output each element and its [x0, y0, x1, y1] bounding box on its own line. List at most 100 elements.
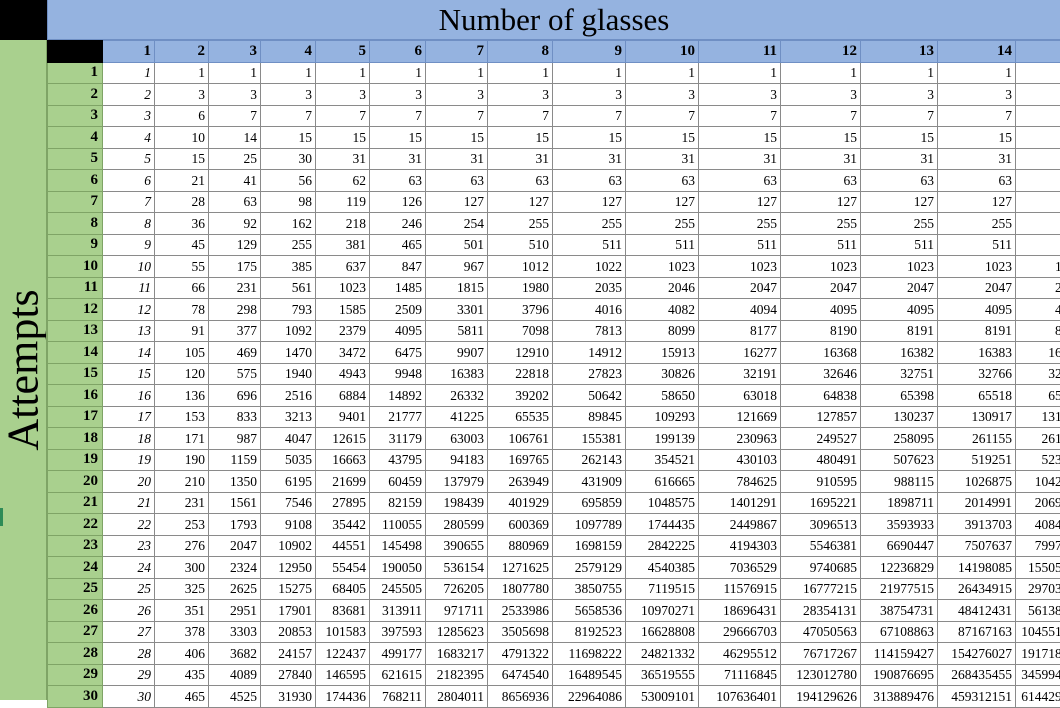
table-cell: 2035 — [553, 277, 626, 299]
table-cell: 169765 — [488, 449, 553, 471]
row-header-4: 4 — [48, 127, 103, 149]
table-cell: 10 — [155, 127, 209, 149]
table-cell: 1023 — [1016, 256, 1060, 278]
table-cell: 31 — [488, 148, 553, 170]
table-cell: 261155 — [938, 428, 1016, 450]
table-cell: 967 — [426, 256, 488, 278]
table-cell: 2804011 — [426, 686, 488, 708]
table-cell: 3593933 — [861, 514, 938, 536]
table-cell: 60459 — [370, 471, 426, 493]
table-cell: 1092 — [261, 320, 316, 342]
row-header-10: 10 — [48, 256, 103, 278]
table-cell: 21977515 — [861, 578, 938, 600]
table-cell: 16368 — [781, 342, 861, 364]
table-cell: 15913 — [626, 342, 699, 364]
table-cell: 31 — [370, 148, 426, 170]
table-cell: 15 — [626, 127, 699, 149]
table-cell: 345994215 — [1016, 664, 1060, 686]
table-cell: 198439 — [426, 492, 488, 514]
table-cell: 519251 — [938, 449, 1016, 471]
table-cell: 45 — [155, 234, 209, 256]
table-cell: 15 — [861, 127, 938, 149]
table-cell: 13 — [103, 320, 155, 342]
table-cell: 29666703 — [699, 621, 781, 643]
table-cell: 1470 — [261, 342, 316, 364]
table-cell: 4540385 — [626, 557, 699, 579]
table-cell: 511 — [861, 234, 938, 256]
table-cell: 255 — [626, 213, 699, 235]
table-cell: 24 — [103, 557, 155, 579]
table-cell: 1980 — [488, 277, 553, 299]
table-cell: 63 — [209, 191, 261, 213]
column-header-1: 1 — [103, 41, 155, 63]
table-cell: 21777 — [370, 406, 426, 428]
attempts-label: Attempts — [0, 289, 47, 450]
table-cell: 507623 — [861, 449, 938, 471]
table-cell: 253 — [155, 514, 209, 536]
table-cell: 20853 — [261, 621, 316, 643]
table-cell: 696 — [209, 385, 261, 407]
table-cell: 62 — [316, 170, 370, 192]
table-cell: 255 — [261, 234, 316, 256]
table-cell: 30826 — [626, 363, 699, 385]
table-cell: 1695221 — [781, 492, 861, 514]
table-cell: 39202 — [488, 385, 553, 407]
table-cell: 1744435 — [626, 514, 699, 536]
table-cell: 104551023 — [1016, 621, 1060, 643]
table-cell: 9740685 — [781, 557, 861, 579]
table-cell: 8191 — [861, 320, 938, 342]
table-cell: 63 — [699, 170, 781, 192]
table-cell: 65398 — [861, 385, 938, 407]
table-cell: 3 — [426, 84, 488, 106]
table-cell: 695859 — [553, 492, 626, 514]
table-cell: 25 — [103, 578, 155, 600]
table-cell: 3213 — [261, 406, 316, 428]
table-cell: 2579129 — [553, 557, 626, 579]
table-cell: 71116845 — [699, 664, 781, 686]
table-cell: 385 — [261, 256, 316, 278]
row-header-19: 19 — [48, 449, 103, 471]
table-cell: 1159 — [209, 449, 261, 471]
table-cell: 28354131 — [781, 600, 861, 622]
table-cell: 123012780 — [781, 664, 861, 686]
header-attempts: Attempts — [0, 40, 47, 700]
table-cell: 5 — [103, 148, 155, 170]
table-cell: 3505698 — [488, 621, 553, 643]
row-header-2: 2 — [48, 84, 103, 106]
table-cell: 7 — [1016, 105, 1060, 127]
table-cell: 63 — [553, 170, 626, 192]
table-cell: 4082 — [626, 299, 699, 321]
table-cell: 4095 — [1016, 299, 1060, 321]
table-cell: 616665 — [626, 471, 699, 493]
table-cell: 10902 — [261, 535, 316, 557]
table-cell: 4016 — [553, 299, 626, 321]
table-cell: 1023 — [626, 256, 699, 278]
table-cell: 155381 — [553, 428, 626, 450]
table-cell: 784625 — [699, 471, 781, 493]
table-cell: 511 — [1016, 234, 1060, 256]
row-header-1: 1 — [48, 62, 103, 84]
table-cell: 390655 — [426, 535, 488, 557]
table-cell: 127 — [426, 191, 488, 213]
table-cell: 7 — [699, 105, 781, 127]
table-cell: 1698159 — [553, 535, 626, 557]
table-cell: 4194303 — [699, 535, 781, 557]
table-cell: 127857 — [781, 406, 861, 428]
table-cell: 127 — [488, 191, 553, 213]
table-cell: 1350 — [209, 471, 261, 493]
table-cell: 1 — [699, 62, 781, 84]
row-header-6: 6 — [48, 170, 103, 192]
table-cell: 82159 — [370, 492, 426, 514]
table-cell: 258095 — [861, 428, 938, 450]
table-cell: 190 — [155, 449, 209, 471]
table-cell: 44551 — [316, 535, 370, 557]
table-cell: 127 — [861, 191, 938, 213]
table-cell: 24821332 — [626, 643, 699, 665]
table-cell: 276 — [155, 535, 209, 557]
table-cell: 12 — [103, 299, 155, 321]
table-cell: 15 — [426, 127, 488, 149]
column-header-7: 7 — [426, 41, 488, 63]
